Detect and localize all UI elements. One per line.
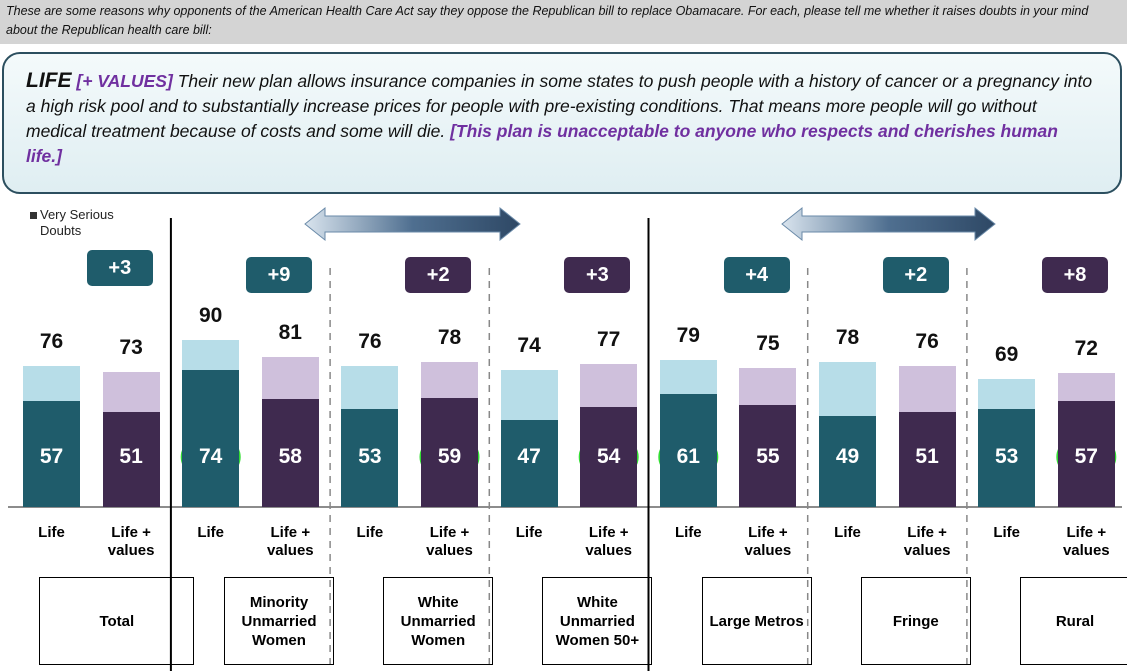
serious-bar	[659, 393, 717, 507]
bar-label: Life	[356, 524, 384, 541]
serious-bar	[580, 406, 638, 507]
bar-label: Life + values	[585, 524, 633, 559]
total-label: 78	[437, 326, 462, 350]
total-label: 73	[119, 335, 143, 359]
serious-bar	[261, 399, 319, 507]
bar-label: Life	[993, 524, 1021, 541]
serious-label: 58	[278, 445, 302, 468]
serious-label: 61	[676, 445, 700, 468]
difference-badge: +2	[405, 257, 472, 293]
serious-bar	[898, 412, 956, 507]
serious-label: 57	[1074, 445, 1098, 468]
group-label: Rural	[1020, 577, 1127, 665]
total-label: 76	[39, 330, 64, 354]
bar-label: Life + values	[266, 524, 314, 559]
group-label: White Unmarried Women 50+	[542, 577, 653, 665]
group-label: Minority Unmarried Women	[224, 577, 334, 665]
difference-badge: +9	[246, 257, 312, 293]
total-label: 78	[835, 326, 860, 350]
bar-label: Life + values	[426, 524, 473, 559]
total-label: 69	[995, 343, 1019, 366]
statement-body: Their new plan allows insurance companie…	[26, 71, 1093, 141]
bar-label: Life	[38, 524, 65, 541]
total-label: 74	[517, 333, 541, 357]
bar-label: Life + values	[1062, 524, 1110, 559]
difference-badge: +8	[1042, 257, 1108, 293]
statement-box: LIFE [+ VALUES] Their new plan allows in…	[2, 52, 1122, 194]
difference-badge: +4	[723, 257, 790, 293]
serious-bar	[739, 404, 797, 507]
header: These are some reasons why opponents of …	[0, 0, 1127, 44]
total-label: 76	[358, 330, 382, 354]
serious-bar	[819, 416, 876, 507]
total-label: 75	[756, 331, 780, 355]
statement-closing: [This plan is unacceptable to anyone who…	[26, 121, 1058, 166]
group-label: Fringe	[860, 577, 971, 665]
serious-bar	[1057, 401, 1115, 507]
total-label: 76	[915, 330, 939, 354]
statement-tag: [+ VALUES]	[76, 71, 173, 91]
difference-badge: +3	[564, 257, 631, 293]
serious-label: 57	[39, 445, 64, 468]
serious-bar	[182, 369, 240, 507]
legend-label: Very Serious Doubts	[40, 207, 114, 238]
bar-label: Life + values	[107, 524, 155, 559]
arrow	[781, 206, 996, 242]
serious-label: 53	[995, 445, 1019, 468]
total-label: 90	[199, 304, 223, 328]
serious-bar	[978, 408, 1036, 507]
total-label: 81	[278, 320, 302, 344]
serious-label: 53	[358, 445, 382, 468]
serious-bar	[500, 419, 558, 507]
serious-label: 51	[119, 445, 143, 468]
group-label: White Unmarried Women	[383, 577, 494, 665]
serious-bar	[102, 412, 160, 507]
bar-label: Life	[674, 524, 702, 541]
group-label: Total	[39, 577, 195, 665]
difference-badge: +2	[882, 257, 949, 293]
serious-label: 54	[597, 445, 621, 468]
serious-label: 47	[517, 445, 541, 468]
arrow	[304, 206, 521, 242]
total-label: 79	[676, 324, 700, 348]
bar-label: Life + values	[903, 524, 951, 559]
serious-bar	[23, 401, 80, 507]
statement-lead: LIFE	[26, 69, 72, 92]
total-label: 72	[1074, 337, 1098, 361]
serious-label: 74	[199, 445, 223, 468]
group-label: Large Metros	[701, 577, 812, 665]
serious-label: 59	[437, 445, 462, 468]
bar-label: Life	[515, 524, 543, 541]
difference-badge: +3	[86, 250, 153, 286]
serious-label: 51	[915, 445, 939, 468]
legend-marker	[30, 212, 37, 219]
serious-bar	[421, 397, 478, 507]
serious-label: 49	[835, 445, 860, 468]
bar-label: Life + values	[744, 524, 792, 559]
total-label: 77	[597, 328, 621, 352]
serious-bar	[341, 408, 399, 507]
serious-label: 55	[756, 445, 780, 468]
bar-label: Life	[834, 524, 861, 541]
bar-label: Life	[197, 524, 225, 541]
